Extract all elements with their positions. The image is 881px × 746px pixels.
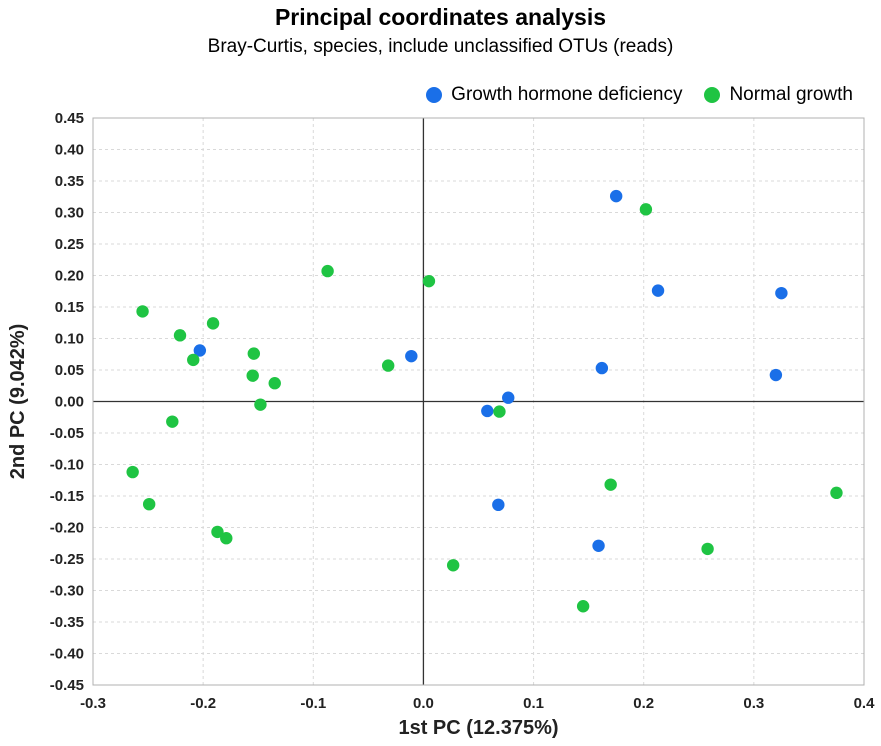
point-normal-growth[interactable] xyxy=(166,415,179,428)
y-tick-label: 0.10 xyxy=(55,331,84,348)
y-tick-label: -0.05 xyxy=(50,425,84,442)
point-growth-hormone-deficiency[interactable] xyxy=(592,539,605,552)
zero-axes xyxy=(93,118,864,685)
point-growth-hormone-deficiency[interactable] xyxy=(481,404,494,418)
x-tick-label: 0.3 xyxy=(743,695,764,712)
point-growth-hormone-deficiency[interactable] xyxy=(609,189,623,203)
legend-marker-growth-hormone-deficiency xyxy=(426,87,443,103)
y-tick-label: -0.15 xyxy=(50,488,84,505)
legend: Growth hormone deficiency Normal growth xyxy=(400,84,853,106)
point-normal-growth[interactable] xyxy=(126,465,139,479)
legend-label-growth-hormone-deficiency: Growth hormone deficiency xyxy=(451,84,683,105)
point-growth-hormone-deficiency[interactable] xyxy=(502,391,515,404)
y-tick-label: 0.30 xyxy=(55,205,84,222)
legend-item-growth-hormone-deficiency[interactable]: Growth hormone deficiency xyxy=(426,84,682,106)
x-tick-label: -0.3 xyxy=(80,695,106,712)
point-normal-growth[interactable] xyxy=(493,405,506,418)
point-growth-hormone-deficiency[interactable] xyxy=(492,498,505,512)
data-points xyxy=(126,189,843,613)
y-tick-label: 0.35 xyxy=(55,173,84,190)
x-tick-label: 0.0 xyxy=(413,695,434,712)
point-growth-hormone-deficiency[interactable] xyxy=(769,368,783,382)
y-tick-label: 0.40 xyxy=(55,142,84,159)
point-growth-hormone-deficiency[interactable] xyxy=(775,286,788,300)
chart-subtitle: Bray-Curtis, species, include unclassifi… xyxy=(207,36,674,57)
point-growth-hormone-deficiency[interactable] xyxy=(595,361,609,375)
point-growth-hormone-deficiency[interactable] xyxy=(193,344,207,357)
point-normal-growth[interactable] xyxy=(211,525,224,539)
point-normal-growth[interactable] xyxy=(173,329,187,342)
y-axis-ticks: 0.45 0.40 0.35 0.30 0.25 0.20 0.15 0.10 0.05 0.00… xyxy=(50,110,84,694)
point-normal-growth[interactable] xyxy=(604,478,617,491)
point-normal-growth[interactable] xyxy=(422,274,436,288)
x-tick-label: 0.4 xyxy=(854,695,876,712)
x-tick-label: 0.2 xyxy=(633,695,654,712)
point-normal-growth[interactable] xyxy=(381,359,395,372)
point-normal-growth[interactable] xyxy=(220,532,233,545)
point-normal-growth[interactable] xyxy=(136,305,149,318)
x-tick-label: 0.1 xyxy=(523,695,544,712)
point-normal-growth[interactable] xyxy=(830,486,843,500)
y-tick-label: -0.10 xyxy=(50,457,84,474)
legend-item-normal-growth[interactable]: Normal growth xyxy=(704,84,853,106)
y-tick-label: 0.25 xyxy=(55,236,84,253)
point-normal-growth[interactable] xyxy=(246,369,259,382)
x-tick-label: -0.1 xyxy=(300,695,326,712)
plot-border xyxy=(92,117,865,686)
point-normal-growth[interactable] xyxy=(187,353,200,367)
y-tick-label: 0.00 xyxy=(55,394,84,411)
x-tick-label: -0.2 xyxy=(190,695,216,712)
chart-title: Principal coordinates analysis xyxy=(274,4,607,30)
point-normal-growth[interactable] xyxy=(701,542,714,556)
point-normal-growth[interactable] xyxy=(247,347,261,360)
legend-label-normal-growth: Normal growth xyxy=(729,84,853,105)
y-tick-label: -0.25 xyxy=(50,551,84,568)
y-tick-label: 0.05 xyxy=(55,362,84,379)
point-normal-growth[interactable] xyxy=(206,317,220,330)
point-normal-growth[interactable] xyxy=(446,559,460,572)
legend-marker-normal-growth xyxy=(704,87,721,103)
point-normal-growth[interactable] xyxy=(268,377,281,390)
y-tick-label: -0.40 xyxy=(50,646,84,663)
y-tick-label: -0.20 xyxy=(50,520,84,537)
point-normal-growth[interactable] xyxy=(576,600,590,613)
y-tick-label: -0.45 xyxy=(50,677,84,694)
x-axis-ticks: -0.3 -0.2 -0.1 0.0 0.1 0.2 0.3 0.4 xyxy=(80,695,875,712)
point-normal-growth[interactable] xyxy=(142,497,156,511)
y-tick-label: 0.45 xyxy=(55,110,84,127)
x-axis-title: 1st PC (12.375%) xyxy=(398,717,558,739)
point-normal-growth[interactable] xyxy=(321,264,334,278)
y-tick-label: -0.35 xyxy=(50,614,84,631)
y-axis-title: 2nd PC (9.042%) xyxy=(7,324,29,480)
point-growth-hormone-deficiency[interactable] xyxy=(405,349,418,363)
y-tick-label: -0.30 xyxy=(50,583,84,600)
y-tick-label: 0.15 xyxy=(55,299,84,316)
point-normal-growth[interactable] xyxy=(639,203,653,216)
point-normal-growth[interactable] xyxy=(254,398,267,411)
y-tick-label: 0.20 xyxy=(55,268,84,285)
point-growth-hormone-deficiency[interactable] xyxy=(651,284,665,297)
